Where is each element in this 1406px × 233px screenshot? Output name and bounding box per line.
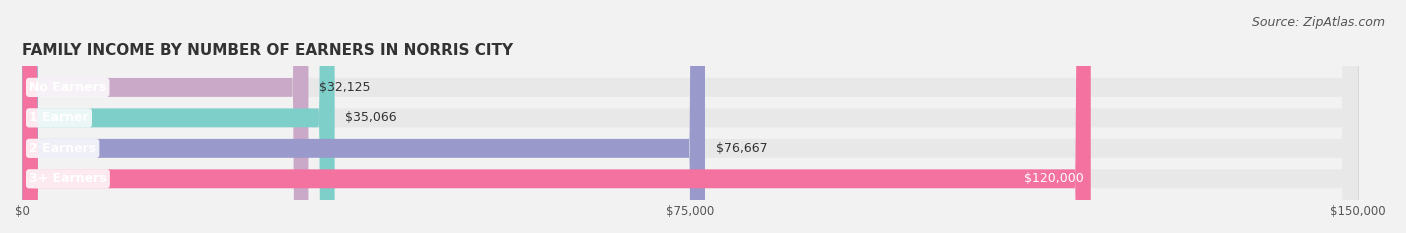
Text: 1 Earner: 1 Earner — [30, 111, 89, 124]
FancyBboxPatch shape — [22, 0, 1358, 233]
FancyBboxPatch shape — [22, 0, 335, 233]
FancyBboxPatch shape — [22, 0, 1091, 233]
Text: 3+ Earners: 3+ Earners — [30, 172, 107, 185]
Text: FAMILY INCOME BY NUMBER OF EARNERS IN NORRIS CITY: FAMILY INCOME BY NUMBER OF EARNERS IN NO… — [22, 43, 513, 58]
FancyBboxPatch shape — [22, 0, 308, 233]
Text: $35,066: $35,066 — [346, 111, 396, 124]
Text: $120,000: $120,000 — [1025, 172, 1084, 185]
FancyBboxPatch shape — [22, 0, 1358, 233]
FancyBboxPatch shape — [22, 0, 1358, 233]
FancyBboxPatch shape — [22, 0, 704, 233]
FancyBboxPatch shape — [22, 0, 1358, 233]
Text: 2 Earners: 2 Earners — [30, 142, 96, 155]
Text: $76,667: $76,667 — [716, 142, 768, 155]
Text: No Earners: No Earners — [30, 81, 107, 94]
Text: Source: ZipAtlas.com: Source: ZipAtlas.com — [1251, 16, 1385, 29]
Text: $32,125: $32,125 — [319, 81, 371, 94]
